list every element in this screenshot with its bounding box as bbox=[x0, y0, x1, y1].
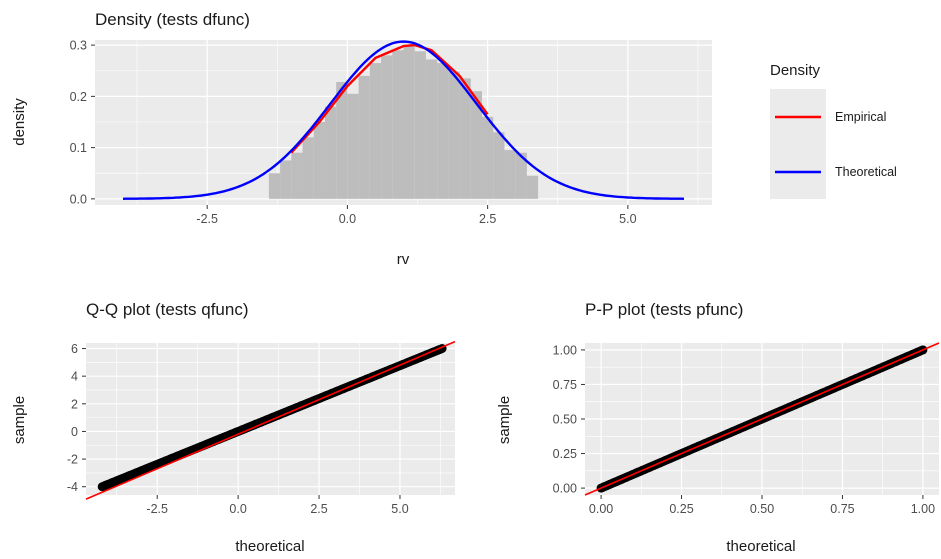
pp-y-tick-label: 0.50 bbox=[553, 413, 577, 427]
density-y-tick-label: 0.1 bbox=[70, 141, 87, 155]
pp-y-axis-label: sample bbox=[496, 396, 513, 444]
histogram-bar bbox=[313, 121, 325, 199]
qq-x-axis-label: theoretical bbox=[235, 538, 304, 555]
histogram-bar bbox=[369, 63, 382, 199]
density-y-axis-label: density bbox=[11, 98, 28, 146]
histogram-bar bbox=[437, 63, 449, 199]
histogram-bar bbox=[280, 160, 292, 199]
pp-title: P-P plot (tests pfunc) bbox=[585, 300, 743, 319]
histogram-bar bbox=[403, 45, 415, 199]
histogram-bar bbox=[504, 150, 516, 199]
legend-label-empirical: Empirical bbox=[835, 110, 886, 124]
pp-x-ticks: 0.00 0.25 0.50 0.75 1.00 bbox=[589, 495, 935, 516]
histogram-bar bbox=[459, 78, 471, 199]
density-x-ticks: -2.5 0.0 2.5 5.0 bbox=[196, 205, 637, 226]
qq-panel: -2.5 0.0 2.5 5.0 -4 -2 0 2 4 6 Q-Q plot (tests q… bbox=[11, 300, 456, 555]
density-x-tick-label: 5.0 bbox=[619, 212, 636, 226]
histogram-bar bbox=[526, 175, 539, 199]
density-x-tick-label: 0.0 bbox=[339, 212, 356, 226]
qq-reference-line bbox=[85, 340, 456, 500]
histogram-bar bbox=[291, 152, 303, 199]
qq-x-tick-label: 0.0 bbox=[229, 502, 246, 516]
pp-reference-line-segment bbox=[584, 342, 940, 496]
pp-panel: 0.00 0.25 0.50 0.75 1.00 0.00 0.25 0.50 0.75 1.0… bbox=[496, 300, 940, 555]
pp-x-tick-label: 0.75 bbox=[830, 502, 854, 516]
pp-gridlines bbox=[585, 343, 939, 495]
qq-x-tick-label: 2.5 bbox=[310, 502, 327, 516]
histogram-bar bbox=[336, 82, 348, 199]
qq-x-tick-label: 5.0 bbox=[391, 502, 408, 516]
density-x-axis-label: rv bbox=[397, 251, 410, 268]
density-y-ticks: 0.0 0.1 0.2 0.3 bbox=[70, 39, 95, 206]
histogram-bar bbox=[425, 59, 438, 199]
histogram-bar bbox=[347, 93, 359, 199]
histogram-bar bbox=[358, 75, 370, 199]
qq-y-tick-label: 2 bbox=[71, 397, 78, 411]
legend-label-theoretical: Theoretical bbox=[835, 165, 897, 179]
qq-y-tick-label: 6 bbox=[71, 342, 78, 356]
qq-title: Q-Q plot (tests qfunc) bbox=[86, 300, 249, 319]
empirical-density-line bbox=[290, 43, 489, 154]
histogram-bar bbox=[482, 116, 494, 199]
density-x-tick-label: -2.5 bbox=[196, 212, 218, 226]
qq-y-axis-label: sample bbox=[11, 396, 28, 444]
histogram-bar bbox=[268, 173, 281, 199]
pp-y-tick-label: 0.00 bbox=[553, 482, 577, 496]
density-y-tick-label: 0.3 bbox=[70, 39, 87, 53]
pp-x-tick-label: 1.00 bbox=[911, 502, 935, 516]
qq-y-tick-label: 0 bbox=[71, 425, 78, 439]
histogram-bar bbox=[381, 55, 393, 199]
pp-y-tick-label: 1.00 bbox=[553, 343, 577, 357]
pp-x-tick-label: 0.25 bbox=[669, 502, 693, 516]
histogram-bar bbox=[392, 50, 404, 199]
histogram-bar bbox=[470, 91, 483, 199]
histogram-bar bbox=[414, 51, 426, 199]
pp-x-tick-label: 0.00 bbox=[589, 502, 613, 516]
pp-y-tick-label: 0.25 bbox=[553, 447, 577, 461]
density-panel: -2.5 0.0 2.5 5.0 0.0 0.1 0.2 0.3 Density (test… bbox=[11, 10, 712, 268]
density-histogram bbox=[268, 45, 539, 199]
histogram-bar bbox=[515, 152, 527, 199]
pp-y-ticks: 0.00 0.25 0.50 0.75 1.00 bbox=[553, 343, 585, 496]
density-title: Density (tests dfunc) bbox=[95, 10, 250, 29]
qq-y-tick-label: 4 bbox=[71, 370, 78, 384]
qq-x-ticks: -2.5 0.0 2.5 5.0 bbox=[146, 495, 409, 516]
density-x-tick-label: 2.5 bbox=[479, 212, 496, 226]
qq-y-tick-label: -4 bbox=[67, 480, 78, 494]
qq-x-tick-label: -2.5 bbox=[146, 502, 168, 516]
density-y-tick-label: 0.0 bbox=[70, 192, 87, 206]
pp-x-tick-label: 0.50 bbox=[750, 502, 774, 516]
pp-reference-line bbox=[584, 342, 940, 496]
qq-y-tick-label: -2 bbox=[67, 453, 78, 467]
density-lines bbox=[122, 40, 685, 200]
histogram-bar bbox=[324, 106, 337, 199]
density-y-tick-label: 0.2 bbox=[70, 90, 87, 104]
qq-y-ticks: -4 -2 0 2 4 6 bbox=[67, 342, 86, 494]
histogram-bar bbox=[493, 132, 505, 199]
density-legend: Density Empirical Theoretical bbox=[770, 62, 897, 199]
histogram-bar bbox=[448, 71, 460, 199]
qq-reference-line-segment bbox=[85, 340, 456, 500]
legend-title: Density bbox=[770, 62, 821, 79]
histogram-bar bbox=[302, 137, 314, 199]
pp-x-axis-label: theoretical bbox=[726, 538, 795, 555]
theoretical-density-line bbox=[122, 40, 685, 200]
pp-y-tick-label: 0.75 bbox=[553, 378, 577, 392]
